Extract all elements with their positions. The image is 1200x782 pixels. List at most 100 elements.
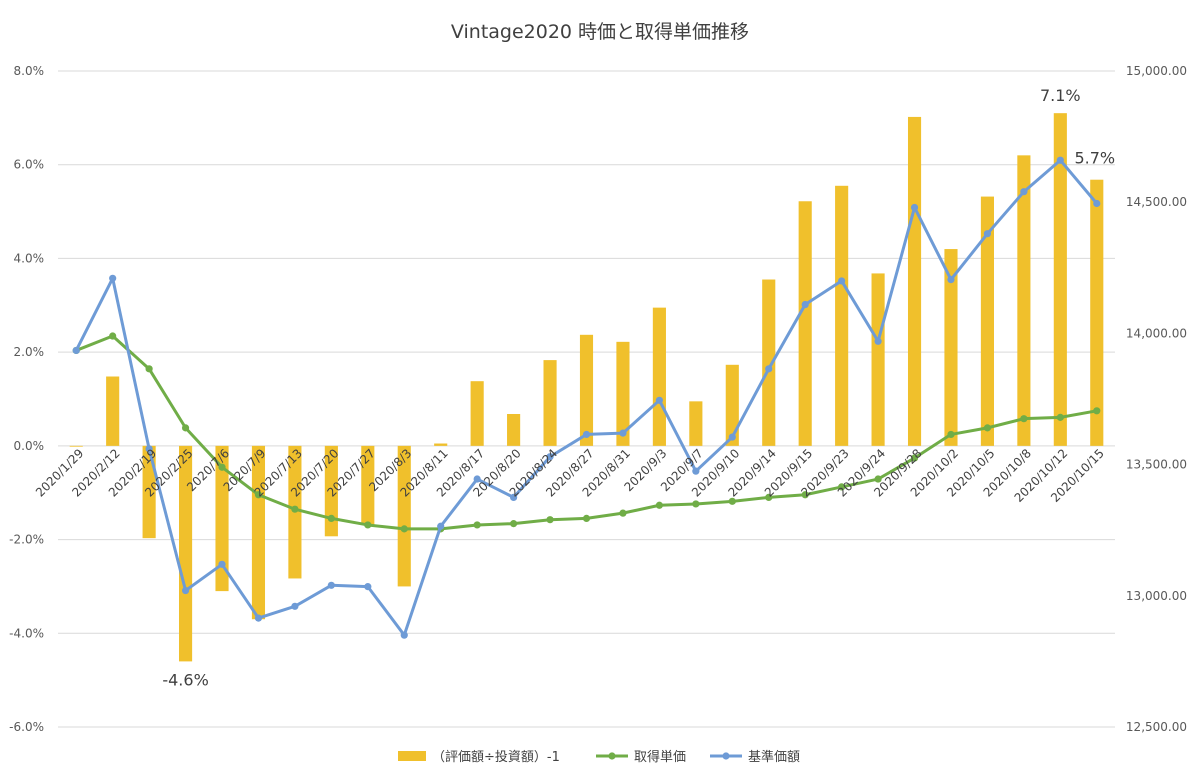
bar <box>907 116 922 446</box>
line-series <box>72 156 1101 639</box>
point-acquisition-price <box>364 521 372 529</box>
bar-series <box>69 113 1104 662</box>
bar <box>106 376 120 446</box>
legend-swatch-marker <box>722 752 730 760</box>
point-base-price <box>947 276 955 284</box>
y-right-tick-label: 13,500.00 <box>1126 458 1187 472</box>
point-acquisition-price <box>692 500 700 508</box>
bar <box>361 445 375 525</box>
point-base-price <box>218 560 226 568</box>
point-base-price <box>291 602 299 610</box>
point-acquisition-price <box>801 491 809 499</box>
bar <box>1090 179 1104 446</box>
point-acquisition-price <box>582 514 591 522</box>
point-base-price <box>801 300 809 309</box>
point-acquisition-price <box>510 520 518 528</box>
point-acquisition-price <box>1093 407 1101 415</box>
bar <box>616 341 630 446</box>
point-base-price <box>109 274 117 282</box>
point-base-price <box>254 614 263 622</box>
point-base-price <box>619 429 627 437</box>
point-acquisition-price <box>728 497 736 505</box>
point-acquisition-price <box>874 475 882 483</box>
y-left-tick-label: 6.0% <box>14 158 45 172</box>
point-base-price <box>327 581 335 589</box>
point-base-price <box>546 453 554 461</box>
bar <box>835 185 849 446</box>
legend-label: 基準価額 <box>748 749 800 765</box>
data-label: 7.1% <box>1040 86 1081 105</box>
point-acquisition-price <box>400 525 408 533</box>
point-base-price <box>765 365 773 373</box>
bar <box>397 445 411 587</box>
data-labels: -4.6% 7.1% 5.7% <box>162 86 1115 689</box>
point-acquisition-price <box>181 424 190 432</box>
point-base-price <box>1020 188 1028 196</box>
y-right-tick-label: 12,500.00 <box>1126 720 1187 734</box>
point-base-price <box>910 203 919 212</box>
bar <box>798 201 812 446</box>
bar <box>652 307 666 446</box>
point-base-price <box>728 433 736 441</box>
point-acquisition-price <box>983 424 992 432</box>
point-acquisition-price <box>910 454 919 462</box>
point-acquisition-price <box>1056 413 1064 421</box>
point-base-price <box>1056 156 1064 164</box>
bar <box>470 381 484 446</box>
point-acquisition-price <box>327 514 335 522</box>
point-base-price <box>838 277 846 285</box>
point-acquisition-price <box>145 365 153 373</box>
bar <box>215 445 229 592</box>
data-label: 5.7% <box>1074 149 1115 168</box>
y-right-tick-label: 14,500.00 <box>1126 195 1187 209</box>
point-base-price <box>437 522 445 530</box>
bar <box>689 401 703 446</box>
point-acquisition-price <box>619 509 627 517</box>
bar <box>251 445 266 620</box>
y-left-tick-label: 2.0% <box>14 345 45 359</box>
point-base-price <box>181 586 190 595</box>
bar <box>871 273 885 446</box>
bar <box>543 360 557 446</box>
point-acquisition-price <box>546 516 554 524</box>
point-base-price <box>1093 199 1101 208</box>
data-label: -4.6% <box>162 670 208 689</box>
point-base-price <box>983 230 992 238</box>
y-left-tick-label: 0.0% <box>14 439 45 453</box>
y-right-tick-label: 14,000.00 <box>1126 326 1187 340</box>
bar <box>507 413 521 446</box>
bar <box>324 445 338 537</box>
point-acquisition-price <box>218 463 226 471</box>
bar <box>762 279 776 446</box>
point-base-price <box>655 396 663 404</box>
y-right-tick-label: 13,000.00 <box>1126 589 1187 603</box>
point-base-price <box>692 467 700 475</box>
point-base-price <box>510 493 518 501</box>
point-base-price <box>473 475 481 483</box>
bar <box>944 249 958 446</box>
legend-swatch-bar <box>398 751 426 761</box>
y-right-tick-label: 15,000.00 <box>1126 64 1187 78</box>
y-left-tick-label: -2.0% <box>9 533 44 547</box>
bar <box>142 445 156 539</box>
point-base-price <box>582 430 591 439</box>
point-acquisition-price <box>109 332 117 340</box>
point-acquisition-price <box>1020 415 1028 423</box>
point-base-price <box>874 337 882 345</box>
point-acquisition-price <box>254 491 263 499</box>
point-acquisition-price <box>765 493 773 501</box>
point-base-price <box>145 445 153 453</box>
point-acquisition-price <box>473 521 481 529</box>
y-left-tick-label: -6.0% <box>9 720 44 734</box>
bar <box>1017 155 1031 446</box>
point-acquisition-price <box>838 483 846 491</box>
legend-label: （評価額÷投資額）-1 <box>432 749 560 765</box>
bar <box>579 334 594 446</box>
legend: （評価額÷投資額）-1 取得単価 基準価額 <box>398 749 800 765</box>
point-base-price <box>72 346 80 355</box>
y-left-tick-label: 8.0% <box>14 64 45 78</box>
point-acquisition-price <box>655 501 663 509</box>
point-acquisition-price <box>947 430 955 439</box>
legend-swatch-marker <box>608 752 616 760</box>
